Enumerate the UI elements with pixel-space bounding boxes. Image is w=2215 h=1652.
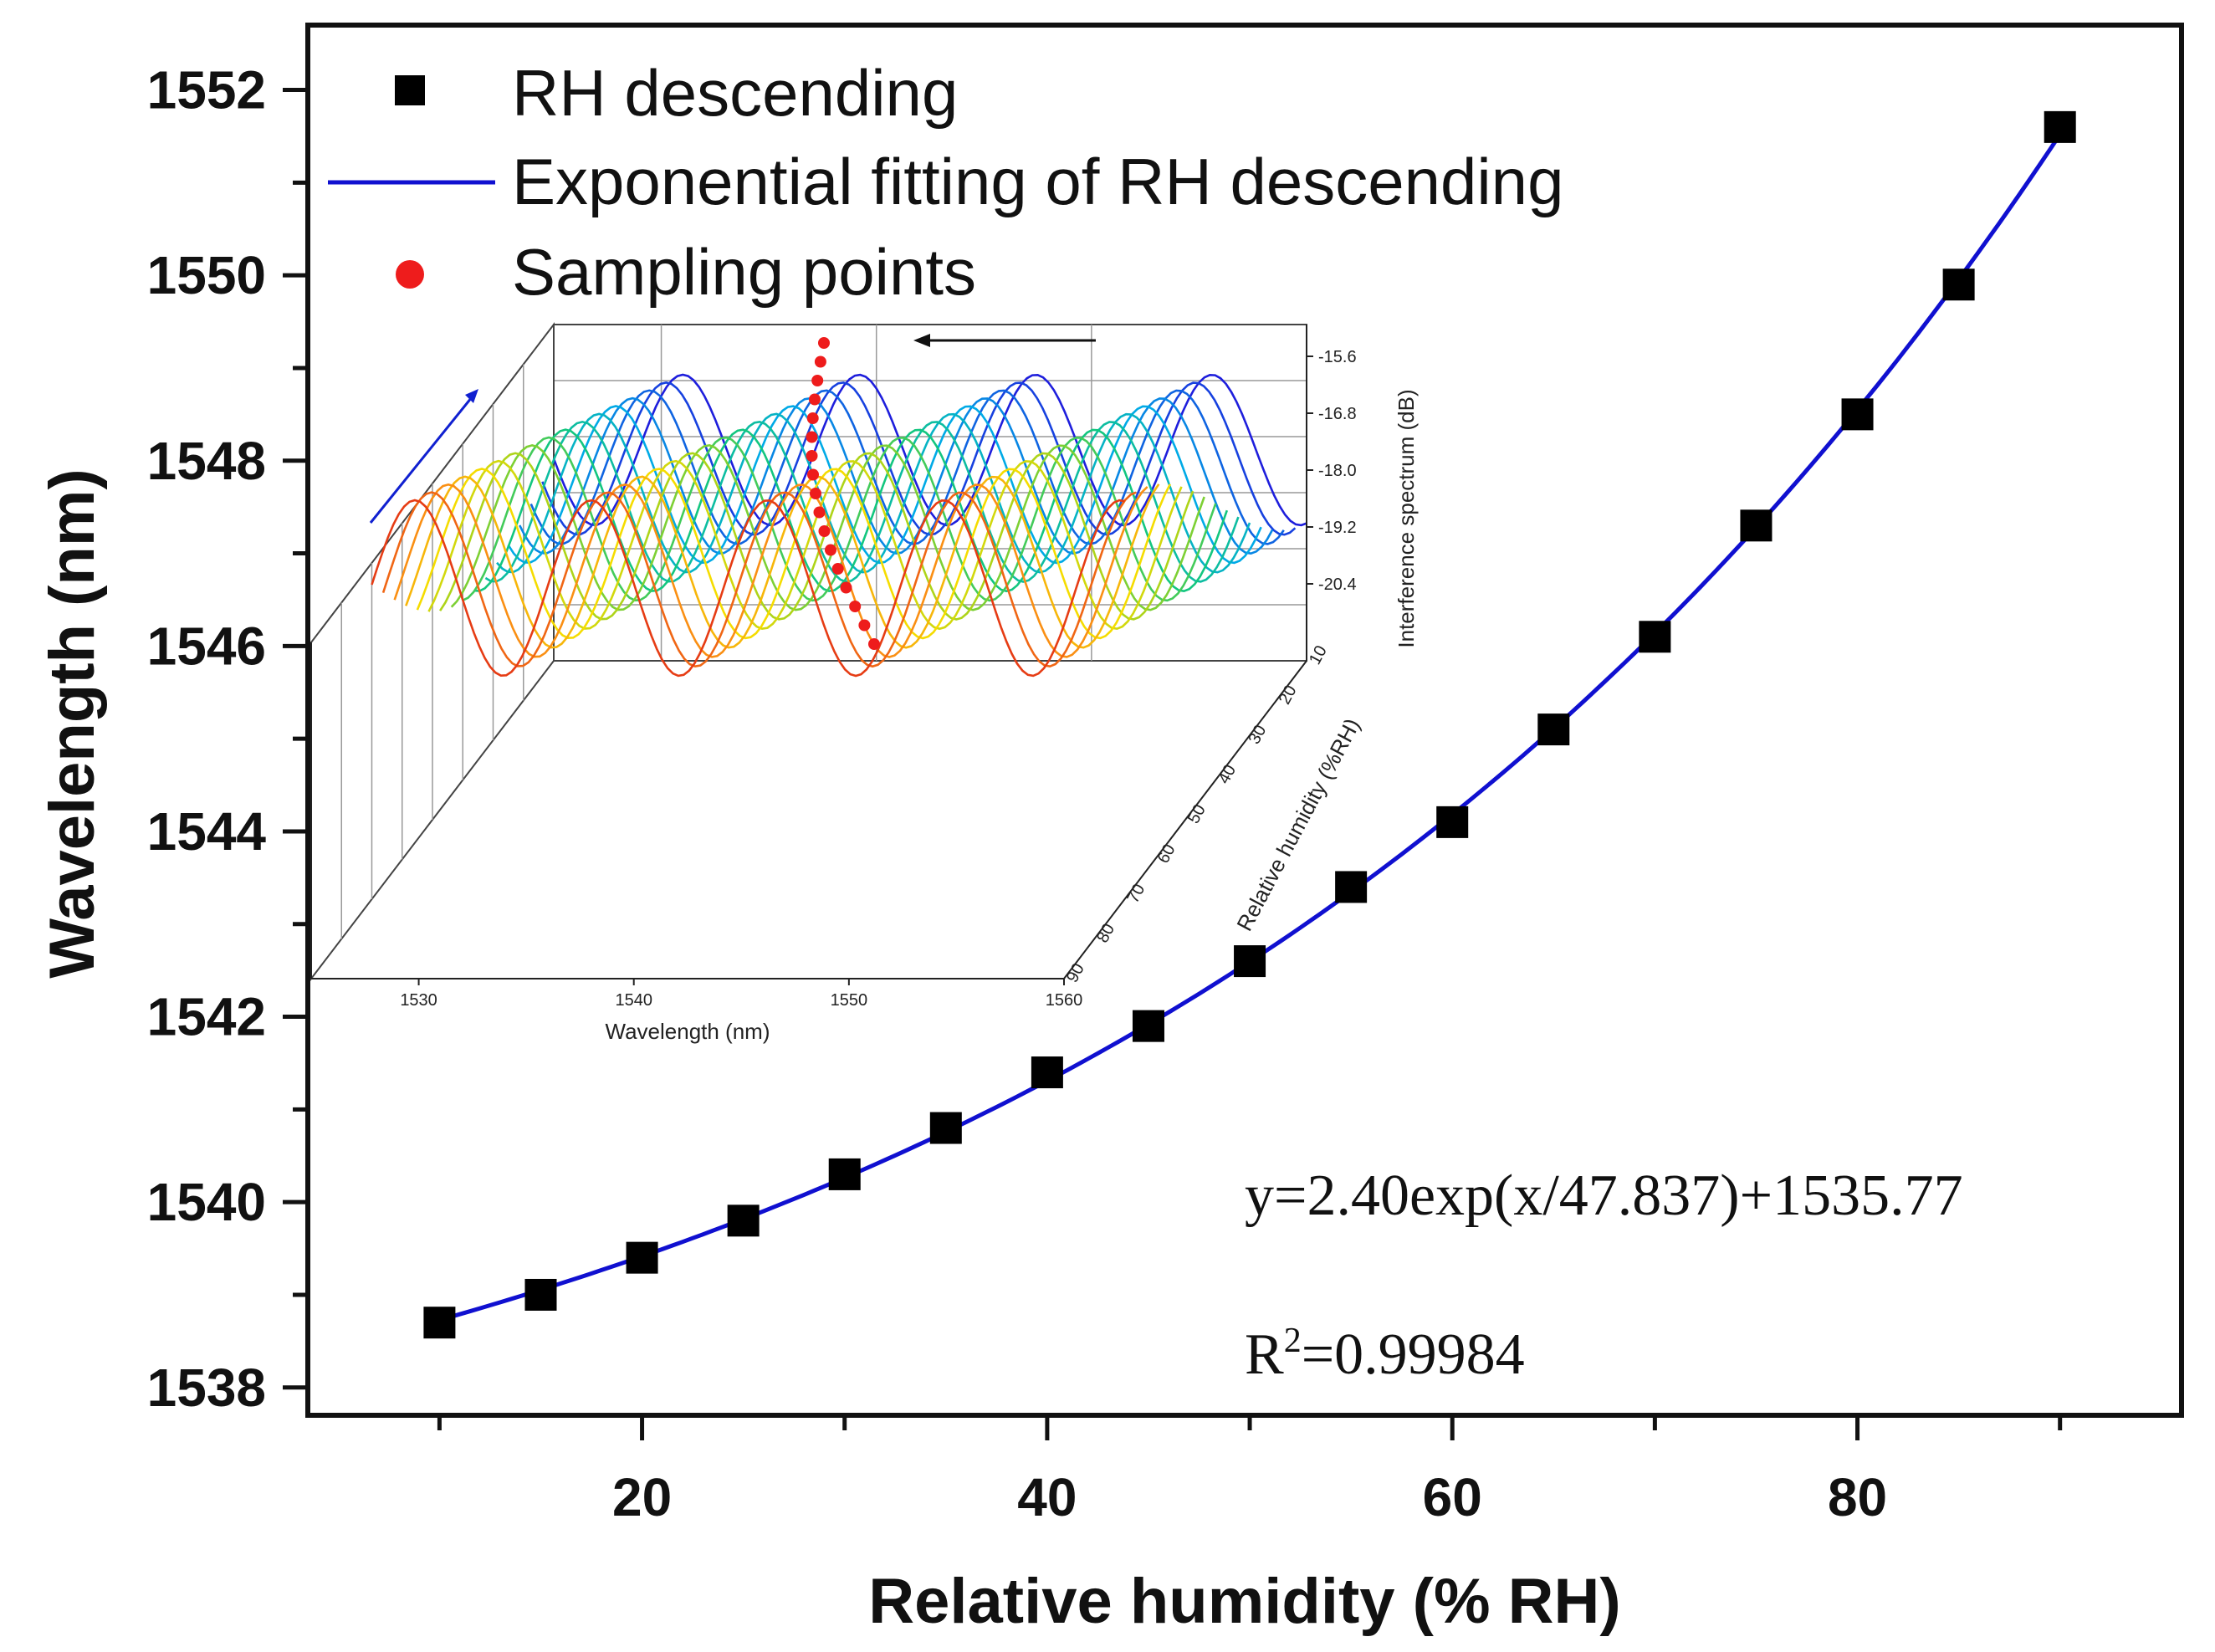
data-point-marker (1132, 1010, 1164, 1042)
sampling-point (809, 393, 821, 406)
inset-spectrum-line (507, 405, 1262, 565)
sampling-point (806, 412, 819, 424)
inset-spectrum-line (473, 428, 1229, 593)
legend: RH descending Exponential fitting of RH … (328, 56, 1563, 309)
sampling-point (811, 375, 824, 386)
inset-rh-arrowhead (465, 389, 478, 403)
r-squared: R2=0.99984 (1245, 1322, 1525, 1387)
sampling-point (806, 450, 818, 462)
inset-spectrum-line (405, 475, 1160, 649)
inset-spectrum-line (496, 412, 1251, 574)
data-point-marker (2044, 110, 2076, 143)
inset-z-title: Interference spectrum (dB) (1394, 389, 1419, 647)
inset-sampling-points (806, 337, 880, 650)
inset-rh-arrow (369, 392, 477, 524)
inset-spectrum-line (393, 483, 1148, 658)
legend-circle-marker (396, 260, 424, 289)
inset-spectrum-line (427, 459, 1183, 631)
inset-z-tick-label: -15.6 (1318, 348, 1357, 366)
sampling-point (806, 431, 818, 443)
x-tick-label: 20 (612, 1467, 672, 1527)
inset-x-tick-label: 1530 (400, 991, 437, 1010)
inset-z-tick-label: -19.2 (1318, 519, 1357, 537)
y-tick-label: 1546 (147, 616, 266, 676)
inset-x-title: Wavelength (nm) (606, 1019, 770, 1044)
inset-shift-arrowhead (913, 334, 930, 347)
sampling-point (840, 581, 852, 594)
inset-spectrum-line (371, 499, 1125, 678)
inset-spectrum-line (541, 381, 1297, 536)
data-point-marker (626, 1241, 658, 1274)
fit-equation: y=2.40exp(x/47.837)+1535.77 (1245, 1164, 1963, 1228)
inset-spectrum-curves (371, 373, 1307, 678)
x-tick-label: 60 (1423, 1467, 1482, 1527)
data-point-marker (1234, 945, 1266, 978)
data-point-marker (423, 1307, 456, 1339)
sampling-point (818, 525, 831, 537)
inset-spectrum-line (439, 452, 1194, 621)
data-point-marker (828, 1158, 861, 1190)
sampling-point (831, 563, 844, 575)
inset-x-tick-label: 1540 (615, 991, 652, 1010)
data-point-marker (1740, 509, 1773, 542)
inset-spectrum-line (529, 389, 1285, 545)
data-point-marker (1537, 713, 1570, 746)
sampling-point (813, 506, 826, 519)
y-tick-label: 1538 (147, 1358, 266, 1418)
y-tick-label: 1552 (147, 60, 266, 120)
r-squared-sup: 2 (1284, 1322, 1302, 1360)
inset-x-tick-label: 1550 (831, 991, 868, 1010)
r-squared-prefix: R (1245, 1322, 1284, 1387)
data-point-marker (524, 1278, 557, 1311)
data-point-marker (929, 1112, 962, 1144)
sampling-point (825, 544, 836, 556)
y-tick-label: 1540 (147, 1172, 266, 1232)
legend-label-rh-descending: RH descending (512, 56, 958, 130)
y-axis-ticks: 1538 1540 1542 1544 1546 1548 1550 1552 (147, 60, 308, 1418)
inset-rh-tick-label: 10 (1306, 642, 1331, 667)
y-tick-label: 1542 (147, 987, 266, 1047)
inset-x-tick-label: 1560 (1046, 991, 1083, 1010)
sampling-point (810, 488, 821, 499)
inset-spectrum-line (519, 396, 1274, 555)
inset-background (311, 325, 1307, 979)
data-point-marker (1436, 806, 1469, 838)
data-point-marker (727, 1204, 760, 1237)
sampling-point (814, 355, 826, 368)
inset-z-tick-label: -16.8 (1318, 405, 1357, 423)
sampling-point (818, 337, 830, 349)
inset-spectrum-line (484, 420, 1240, 583)
data-point-marker (1639, 621, 1671, 653)
data-markers (423, 110, 2076, 1339)
data-point-marker (1335, 871, 1368, 903)
y-tick-label: 1548 (147, 431, 266, 491)
r-squared-value: =0.99984 (1302, 1322, 1525, 1387)
x-tick-label: 40 (1017, 1467, 1077, 1527)
inset-z-tick-label: -18.0 (1318, 462, 1357, 480)
y-axis-title: Wavelength (nm) (37, 468, 108, 978)
inset-rh-axis (1063, 660, 1307, 979)
data-point-marker (1841, 398, 1874, 431)
x-axis-ticks: 20 40 60 80 (437, 1415, 2063, 1527)
inset-spectrum-line (381, 491, 1137, 668)
x-axis-title: Relative humidity (% RH) (868, 1566, 1620, 1637)
legend-square-marker (395, 75, 425, 105)
sampling-point (849, 601, 862, 612)
y-tick-label: 1544 (147, 801, 267, 862)
y-tick-label: 1550 (147, 245, 266, 305)
legend-label-sampling-points: Sampling points (512, 235, 976, 309)
inset-spectrum-line (450, 444, 1205, 611)
data-point-marker (1031, 1056, 1063, 1089)
legend-label-exponential-fit: Exponential fitting of RH descending (512, 145, 1563, 218)
inset-3d-spectrum: 1530 1540 1550 1560 -15.6 -16.8 -18.0 -19.2 -20.… (310, 322, 1419, 1044)
sampling-point (807, 468, 819, 481)
sampling-point (868, 638, 880, 650)
sampling-point (858, 619, 871, 632)
data-point-marker (1942, 269, 1975, 301)
plot-frame (305, 23, 2184, 1418)
x-tick-label: 80 (1828, 1467, 1887, 1527)
inset-z-tick-label: -20.4 (1318, 575, 1357, 594)
